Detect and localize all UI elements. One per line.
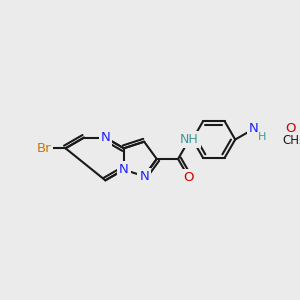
Text: N: N xyxy=(249,122,259,135)
Text: N: N xyxy=(100,131,110,144)
Text: Br: Br xyxy=(37,142,52,155)
Text: NH: NH xyxy=(180,133,199,146)
Text: N: N xyxy=(119,163,129,176)
Text: CH₃: CH₃ xyxy=(283,134,300,147)
Text: H: H xyxy=(258,132,266,142)
Text: O: O xyxy=(184,171,194,184)
Text: N: N xyxy=(139,170,149,183)
Text: O: O xyxy=(285,122,296,135)
